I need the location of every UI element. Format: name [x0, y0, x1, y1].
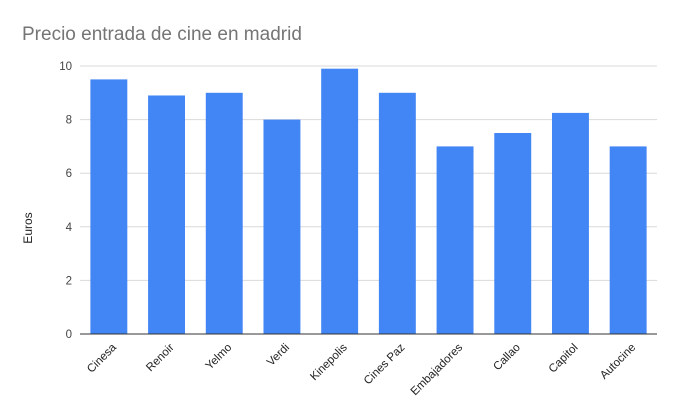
x-category-label: Capitol	[547, 342, 581, 376]
x-category-label: Verdi	[265, 342, 292, 369]
bar-kinepolis	[321, 68, 359, 335]
bar-autocine	[609, 146, 647, 334]
x-category-label: Kinepolis	[308, 341, 350, 383]
x-category-label: Embajadores	[409, 341, 466, 398]
x-category-label: Yelmo	[204, 342, 235, 373]
bars	[90, 68, 647, 335]
y-tick-label: 4	[66, 222, 73, 234]
bar-embajadores	[436, 146, 474, 334]
x-category-label: Renoir	[144, 342, 177, 375]
y-tick-label: 6	[66, 168, 72, 180]
chart-title: Precio entrada de cine en madrid	[22, 24, 302, 45]
bar-renoir	[148, 95, 186, 334]
bar-capitol	[551, 112, 589, 335]
y-tick-label: 8	[66, 115, 72, 127]
x-category-label: Cines Paz	[362, 341, 408, 387]
bar-cines-paz	[378, 92, 416, 334]
bar-verdi	[263, 119, 301, 334]
y-tick-label: 2	[66, 275, 72, 287]
y-axis-ticks: 0 2 4 6 8 10	[59, 61, 72, 341]
y-tick-label: 0	[66, 329, 72, 341]
y-tick-label: 10	[59, 61, 72, 73]
bar-yelmo	[205, 92, 243, 334]
x-category-label: Cinesa	[85, 341, 119, 375]
bar-cinesa	[90, 79, 128, 335]
x-axis-categories: Cinesa Renoir Yelmo Verdi Kinepolis Cines Paz…	[85, 341, 638, 398]
x-category-label: Autocine	[598, 342, 638, 382]
y-axis-label: Euros	[21, 212, 35, 243]
x-category-label: Callao	[491, 342, 523, 374]
bar-callao	[494, 133, 532, 334]
